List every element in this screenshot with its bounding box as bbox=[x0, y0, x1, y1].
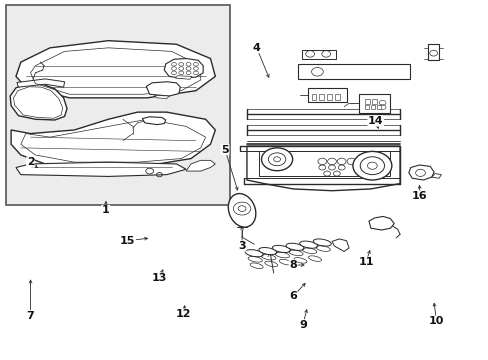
Polygon shape bbox=[297, 64, 409, 79]
Text: 15: 15 bbox=[120, 236, 135, 246]
Polygon shape bbox=[186, 160, 215, 171]
Bar bbox=[6, 5, 229, 205]
Ellipse shape bbox=[285, 243, 304, 250]
Polygon shape bbox=[175, 76, 192, 79]
Bar bbox=[370, 105, 374, 109]
Bar bbox=[376, 105, 380, 109]
Bar bbox=[319, 94, 324, 100]
Ellipse shape bbox=[258, 248, 276, 255]
Bar bbox=[307, 88, 346, 102]
Polygon shape bbox=[408, 165, 433, 180]
Polygon shape bbox=[164, 59, 203, 78]
Bar bbox=[358, 94, 389, 113]
Text: 3: 3 bbox=[238, 241, 245, 251]
Ellipse shape bbox=[228, 194, 255, 227]
Ellipse shape bbox=[244, 250, 263, 257]
Text: 5: 5 bbox=[221, 145, 228, 155]
Text: 13: 13 bbox=[151, 273, 167, 283]
Polygon shape bbox=[246, 146, 399, 191]
Polygon shape bbox=[431, 174, 441, 178]
Bar bbox=[365, 105, 368, 109]
Polygon shape bbox=[142, 117, 165, 125]
Bar bbox=[334, 94, 339, 100]
Bar bbox=[326, 94, 331, 100]
Bar bbox=[301, 50, 335, 59]
Text: 9: 9 bbox=[298, 320, 306, 330]
Circle shape bbox=[352, 152, 391, 180]
Polygon shape bbox=[10, 84, 67, 120]
Bar bbox=[350, 73, 360, 76]
Polygon shape bbox=[331, 239, 348, 251]
Polygon shape bbox=[368, 216, 393, 230]
Ellipse shape bbox=[313, 239, 330, 246]
Bar bbox=[259, 152, 389, 176]
Ellipse shape bbox=[299, 241, 317, 248]
Bar bbox=[365, 99, 369, 104]
Text: 6: 6 bbox=[288, 291, 296, 301]
Text: 1: 1 bbox=[102, 205, 110, 215]
Text: 14: 14 bbox=[367, 116, 383, 126]
Bar bbox=[427, 44, 438, 60]
Bar bbox=[371, 99, 376, 104]
Polygon shape bbox=[17, 79, 64, 87]
Text: 4: 4 bbox=[252, 43, 260, 53]
Bar bbox=[311, 94, 316, 100]
Text: 7: 7 bbox=[27, 311, 34, 321]
Circle shape bbox=[261, 148, 292, 171]
Text: 16: 16 bbox=[411, 191, 427, 201]
Polygon shape bbox=[16, 41, 215, 98]
Polygon shape bbox=[146, 82, 180, 96]
Text: 10: 10 bbox=[428, 316, 443, 326]
Polygon shape bbox=[16, 162, 186, 176]
Text: 12: 12 bbox=[176, 309, 191, 319]
Ellipse shape bbox=[272, 246, 290, 252]
Polygon shape bbox=[154, 95, 169, 99]
Polygon shape bbox=[11, 112, 215, 169]
Text: 2: 2 bbox=[27, 157, 34, 167]
Text: 8: 8 bbox=[289, 260, 296, 270]
Bar bbox=[330, 73, 345, 76]
Text: 11: 11 bbox=[358, 257, 373, 267]
